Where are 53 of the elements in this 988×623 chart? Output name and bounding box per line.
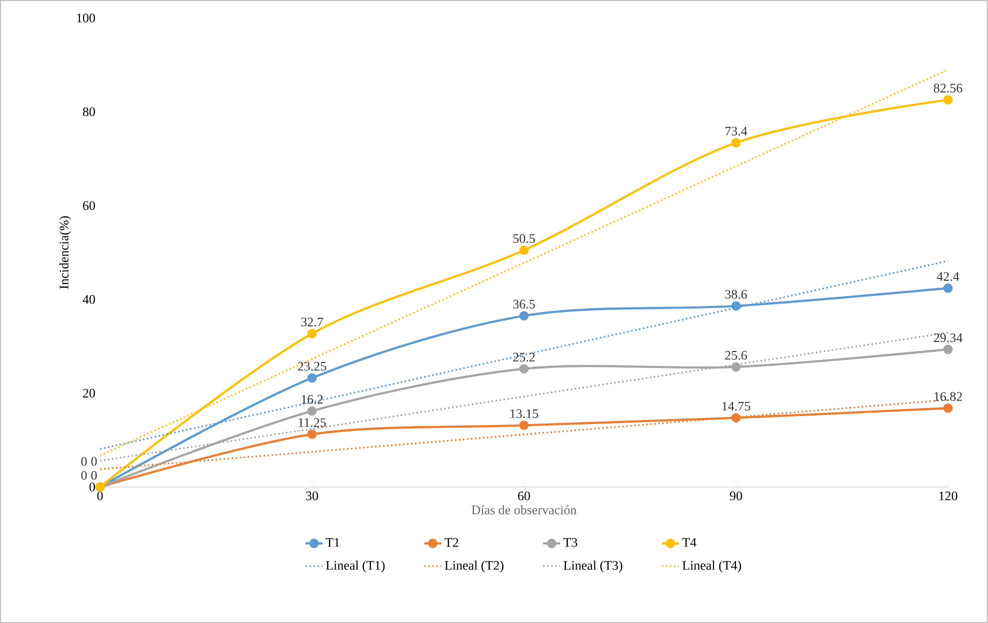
point bbox=[943, 283, 953, 293]
data-label: 73.4 bbox=[725, 126, 748, 136]
data-label: 29.34 bbox=[934, 333, 962, 342]
legend-label: T2 bbox=[444, 538, 458, 547]
y-tick-label: 20 bbox=[83, 388, 95, 398]
legend-label: Lineal (T2) bbox=[444, 560, 504, 572]
data-label: 50.5 bbox=[513, 234, 535, 243]
point bbox=[731, 413, 741, 423]
legend-label: T4 bbox=[682, 538, 696, 547]
y-tick-label: 60 bbox=[83, 201, 95, 210]
point bbox=[943, 344, 953, 354]
point bbox=[519, 245, 529, 255]
data-label: 38.6 bbox=[725, 290, 747, 299]
point bbox=[307, 406, 317, 416]
y-axis-title: Incidencia(%) bbox=[59, 216, 72, 289]
y-tick-label: 40 bbox=[82, 295, 95, 304]
legend-label: Lineal (T4) bbox=[682, 560, 742, 572]
point bbox=[731, 362, 741, 372]
x-tick-label: 60 bbox=[518, 492, 530, 500]
y-tick-label: 80 bbox=[82, 107, 95, 116]
data-label: 82.56 bbox=[934, 84, 962, 93]
data-label: 32.7 bbox=[301, 318, 324, 326]
point bbox=[307, 373, 317, 383]
point bbox=[519, 311, 529, 321]
x-tick-label: 90 bbox=[730, 492, 742, 500]
point bbox=[943, 403, 953, 413]
y-tick-label: 0 bbox=[89, 482, 95, 492]
legend-label: T1 bbox=[326, 538, 340, 547]
x-tick-label: 120 bbox=[939, 492, 958, 500]
data-label: 16.2 bbox=[302, 395, 323, 404]
legend-label: Lineal (T1) bbox=[326, 560, 385, 572]
x-tick-label: 0 bbox=[97, 492, 103, 500]
point bbox=[519, 364, 529, 374]
x-tick-label: 30 bbox=[306, 492, 318, 500]
legend-label: Lineal (T3) bbox=[564, 560, 622, 572]
data-label: 14.75 bbox=[722, 402, 750, 411]
data-label: 13.15 bbox=[510, 409, 538, 418]
point bbox=[731, 138, 741, 148]
point bbox=[943, 95, 953, 104]
point bbox=[519, 420, 529, 430]
data-label: 25.2 bbox=[513, 352, 535, 362]
point bbox=[731, 301, 741, 311]
data-label: 23.25 bbox=[298, 362, 326, 371]
data-label: 42.4 bbox=[936, 272, 960, 281]
point bbox=[307, 430, 317, 439]
data-label: 25.6 bbox=[725, 350, 747, 360]
y-tick-label: 100 bbox=[77, 14, 95, 22]
data-label: 16.82 bbox=[934, 392, 962, 401]
x-axis-title: Días de observación bbox=[472, 505, 577, 514]
point bbox=[307, 328, 317, 338]
legend-label: T3 bbox=[564, 538, 578, 547]
data-label: 36.5 bbox=[513, 300, 535, 309]
data-label: 11.25 bbox=[298, 418, 326, 428]
